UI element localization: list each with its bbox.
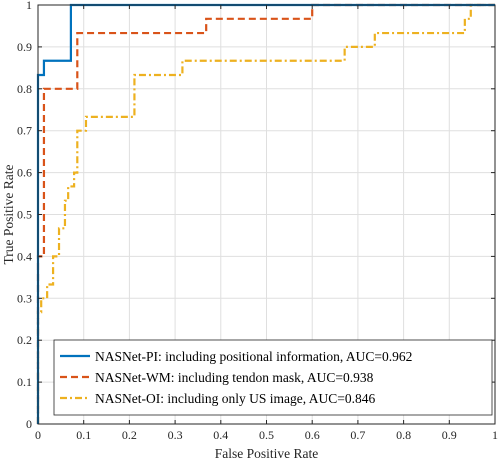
y-axis-label: True Positive Rate	[1, 164, 16, 264]
y-tick-label: 0.5	[17, 208, 32, 222]
roc-curve-series-1	[36, 3, 495, 424]
x-tick-label: 0.5	[259, 428, 274, 442]
x-tick-label: 0.1	[76, 428, 91, 442]
legend-box	[53, 339, 493, 416]
y-axis-ticks: 0 0.1 0.2 0.3 0.4 0.5 0.6 0.7 0.8 0.9 1	[17, 0, 495, 431]
y-tick-label: 1	[26, 0, 32, 12]
legend-label-series-3: NASNet-OI: including only US image, AUC=…	[95, 391, 375, 406]
y-tick-label: 0.7	[17, 124, 32, 138]
y-tick-label: 0.6	[17, 166, 32, 180]
y-tick-label: 0.9	[17, 40, 32, 54]
y-tick-label: 0.8	[17, 82, 32, 96]
x-tick-label: 0.4	[213, 428, 228, 442]
legend-label-series-2: NASNet-WM: including tendon mask, AUC=0.…	[95, 370, 374, 385]
y-tick-label: 0.1	[17, 375, 32, 389]
x-tick-label: 0.8	[396, 428, 411, 442]
y-tick-label: 0.2	[17, 333, 32, 347]
legend: NASNet-PI: including positional informat…	[53, 339, 493, 416]
roc-curve-series-3	[36, 3, 495, 424]
legend-label-series-1: NASNet-PI: including positional informat…	[95, 349, 412, 364]
x-axis-ticks: 0 0.1 0.2 0.3 0.4 0.5 0.6 0.7 0.8 0.9 1	[35, 5, 498, 442]
x-tick-label: 0.7	[350, 428, 365, 442]
x-tick-label: 0.2	[122, 428, 137, 442]
x-tick-label: 1	[492, 428, 498, 442]
x-tick-label: 0.6	[305, 428, 320, 442]
x-tick-label: 0	[35, 428, 41, 442]
x-tick-label: 0.3	[168, 428, 183, 442]
y-tick-label: 0.4	[17, 249, 32, 263]
x-tick-label: 0.9	[442, 428, 457, 442]
x-axis-label: False Positive Rate	[215, 446, 319, 461]
y-tick-label: 0	[26, 417, 32, 431]
y-tick-label: 0.3	[17, 291, 32, 305]
